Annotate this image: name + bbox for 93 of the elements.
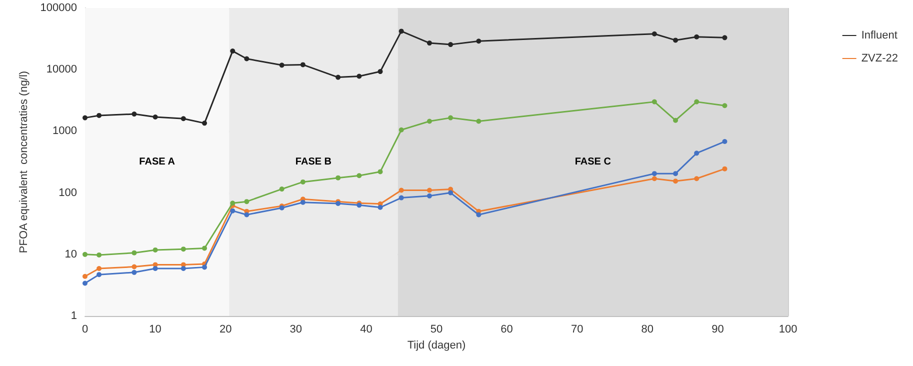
point xyxy=(476,118,482,124)
point xyxy=(722,139,728,144)
point xyxy=(426,188,432,193)
y-tick-label: 100 xyxy=(58,186,77,199)
point xyxy=(202,246,208,251)
point xyxy=(132,270,137,275)
point xyxy=(673,38,678,43)
point xyxy=(673,118,678,123)
point xyxy=(652,171,657,176)
point xyxy=(426,40,432,46)
point xyxy=(448,115,454,120)
point xyxy=(202,120,208,126)
x-tick-label: 20 xyxy=(219,324,232,336)
point xyxy=(96,266,102,272)
point xyxy=(398,127,404,132)
point xyxy=(230,208,236,214)
point xyxy=(82,252,88,257)
point xyxy=(694,150,700,156)
x-tick-label: 10 xyxy=(149,324,162,336)
y-tick-label: 1 xyxy=(70,310,77,322)
point xyxy=(398,188,404,193)
point xyxy=(652,31,657,36)
point xyxy=(230,48,236,54)
point xyxy=(426,118,432,124)
x-tick-label: 90 xyxy=(712,324,724,336)
point xyxy=(694,34,700,40)
y-tick-label: 10 xyxy=(64,248,77,260)
point xyxy=(202,264,208,270)
point xyxy=(722,166,728,172)
point xyxy=(82,280,88,286)
point xyxy=(378,204,383,210)
x-tick-label: 80 xyxy=(641,324,654,336)
point xyxy=(300,62,306,68)
point xyxy=(279,186,284,192)
point xyxy=(336,175,341,180)
x-tick-label: 100 xyxy=(778,324,798,336)
point xyxy=(398,195,404,200)
x-tick-label: 50 xyxy=(430,324,443,336)
point xyxy=(152,266,158,272)
band-label: FASE B xyxy=(295,156,332,168)
point xyxy=(96,272,102,278)
point xyxy=(152,247,158,252)
point xyxy=(244,199,250,204)
point xyxy=(132,250,137,256)
point xyxy=(722,103,728,108)
point xyxy=(694,99,700,104)
point xyxy=(180,266,186,272)
point xyxy=(96,252,102,258)
legend-label: Influent xyxy=(861,30,898,42)
y-tick-label: 10000 xyxy=(46,64,77,76)
point xyxy=(673,171,678,176)
y-axis-title: PFOA equivalent concentraties (ng/l) xyxy=(18,70,30,254)
point xyxy=(694,176,700,182)
point xyxy=(652,99,657,104)
point xyxy=(82,274,88,279)
x-tick-label: 30 xyxy=(290,324,302,336)
point xyxy=(180,246,186,252)
x-tick-label: 0 xyxy=(82,324,88,336)
point xyxy=(722,35,728,40)
point xyxy=(378,69,383,74)
point xyxy=(180,116,186,122)
point xyxy=(476,212,482,218)
point xyxy=(426,193,432,198)
y-tick-label: 100000 xyxy=(40,2,77,14)
legend-label: ZVZ-22 xyxy=(861,52,898,64)
x-axis-title: Tijd (dagen) xyxy=(407,340,466,352)
point xyxy=(336,74,341,80)
point xyxy=(132,264,137,270)
point xyxy=(448,190,454,196)
point xyxy=(244,56,250,62)
x-tick-label: 40 xyxy=(360,324,372,336)
point xyxy=(244,212,250,218)
point xyxy=(300,179,306,184)
point xyxy=(356,173,362,178)
x-tick-label: 70 xyxy=(570,324,584,336)
point xyxy=(356,74,362,79)
point xyxy=(652,176,657,182)
point xyxy=(378,169,383,174)
point xyxy=(476,38,482,44)
point xyxy=(152,114,158,120)
band-label: FASE C xyxy=(574,156,611,168)
point xyxy=(398,28,404,34)
point xyxy=(96,112,102,118)
point xyxy=(673,178,678,184)
point xyxy=(448,42,454,48)
point xyxy=(230,200,236,206)
point xyxy=(82,115,88,120)
y-tick-label: 1000 xyxy=(52,125,77,138)
point xyxy=(300,200,306,205)
band-label: FASE A xyxy=(139,156,175,168)
point xyxy=(132,112,137,117)
point xyxy=(279,62,284,68)
x-tick-label: 60 xyxy=(500,324,513,336)
